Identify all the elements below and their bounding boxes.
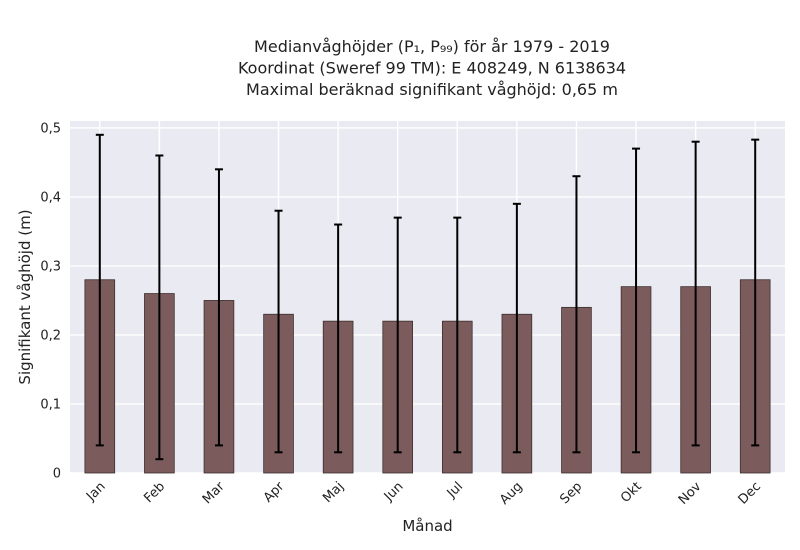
- y-tick-label: 0,4: [40, 190, 61, 205]
- x-axis-label: Månad: [402, 517, 452, 535]
- x-tick-label: Feb: [141, 479, 168, 506]
- chart-title-line: Koordinat (Sweref 99 TM): E 408249, N 61…: [238, 59, 626, 78]
- x-tick-label: Mar: [200, 479, 228, 507]
- y-tick-label: 0: [53, 467, 61, 482]
- y-tick-label: 0,1: [40, 397, 61, 412]
- x-axis-ticks: Jan Feb Mar Apr Maj Jun Jul Aug Sep Okt Nov Dec: [83, 479, 764, 508]
- x-tick-label: Jul: [444, 479, 466, 501]
- x-tick-label: Sep: [557, 479, 585, 507]
- x-tick-label: Apr: [261, 479, 288, 506]
- x-tick-label: Jan: [83, 479, 108, 504]
- error-bars: [95, 133, 760, 461]
- y-tick-label: 0,5: [40, 121, 61, 136]
- chart-title-line: Medianvåghöjder (P₁, P₉₉) för år 1979 - …: [254, 37, 610, 56]
- x-tick-label: Okt: [618, 479, 645, 506]
- y-axis-ticks: 0 0,1 0,2 0,3 0,4 0,5: [40, 121, 61, 481]
- x-tick-label: Maj: [320, 479, 347, 506]
- x-tick-label: Dec: [736, 479, 764, 507]
- y-axis-label: Signifikant våghöjd (m): [16, 209, 34, 384]
- chart-title: Medianvåghöjder (P₁, P₉₉) för år 1979 - …: [238, 37, 626, 99]
- x-tick-label: Nov: [676, 479, 705, 508]
- y-tick-label: 0,2: [40, 328, 61, 343]
- x-tick-label: Jun: [381, 479, 407, 505]
- chart-title-line: Maximal beräknad signifikant våghöjd: 0,…: [246, 80, 618, 99]
- x-tick-label: Aug: [497, 479, 526, 508]
- y-tick-label: 0,3: [40, 259, 61, 274]
- plot-area: [70, 121, 785, 473]
